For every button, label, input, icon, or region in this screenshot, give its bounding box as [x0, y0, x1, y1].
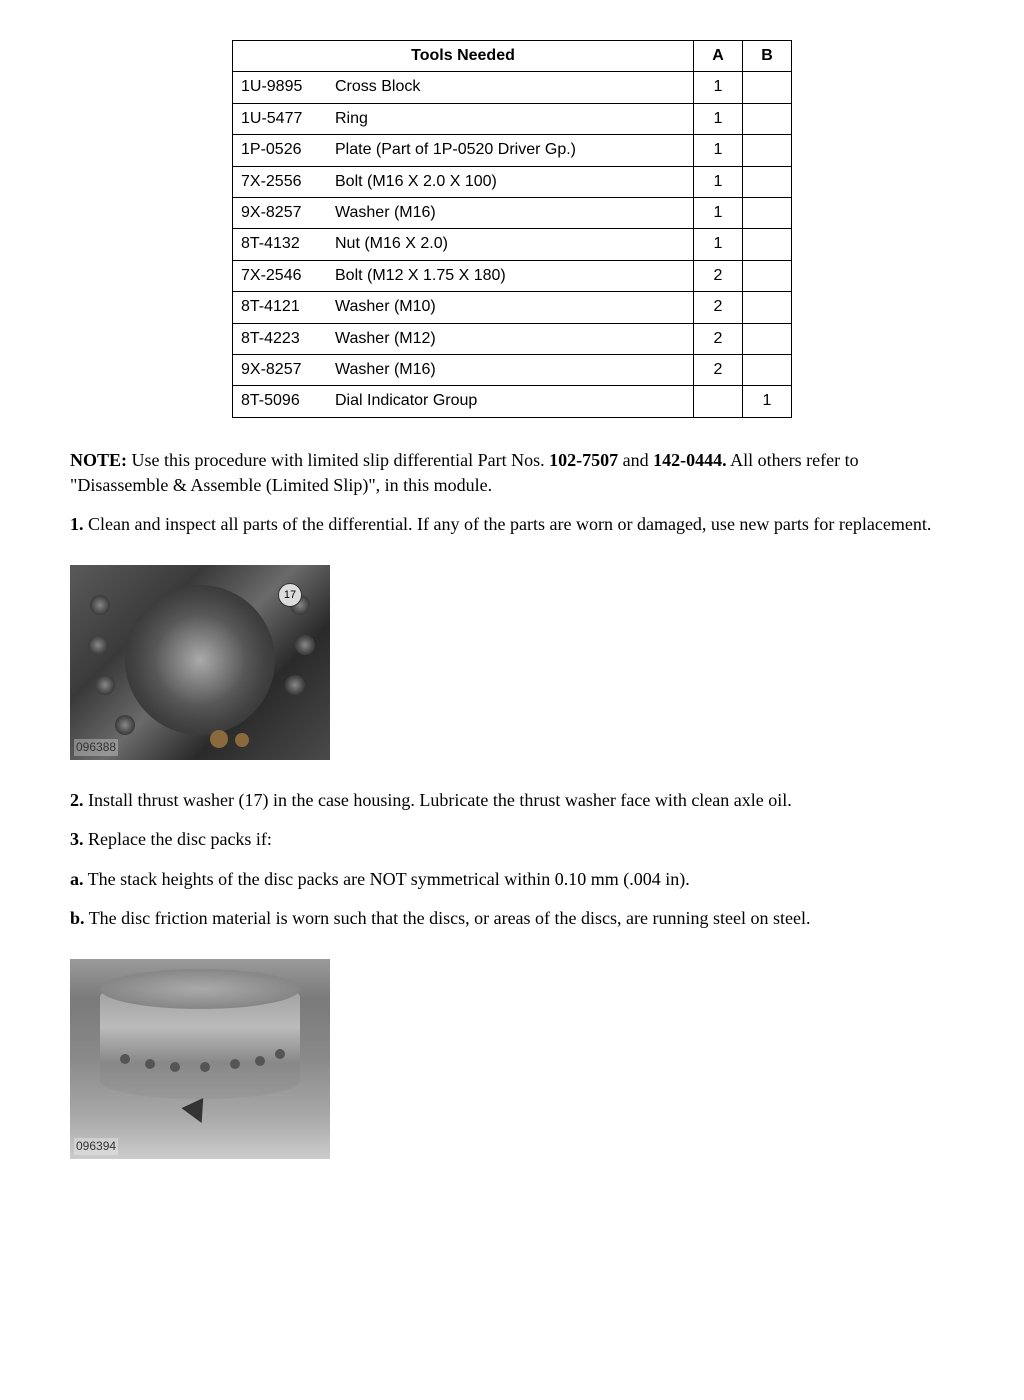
- qty-a: [694, 386, 743, 417]
- part-desc: Washer (M12): [327, 323, 694, 354]
- step-1: 1. Clean and inspect all parts of the di…: [70, 512, 954, 537]
- table-row: 8T-5096Dial Indicator Group 1: [233, 386, 792, 417]
- table-header-main: Tools Needed: [233, 41, 694, 72]
- step-text: Install thrust washer (17) in the case h…: [84, 790, 792, 810]
- qty-b: [743, 72, 792, 103]
- step-3b: b. The disc friction material is worn su…: [70, 906, 954, 931]
- part-desc: Dial Indicator Group: [327, 386, 694, 417]
- qty-a: 1: [694, 197, 743, 228]
- qty-a: 2: [694, 260, 743, 291]
- qty-b: [743, 323, 792, 354]
- part-no: 8T-4132: [233, 229, 328, 260]
- qty-a: 1: [694, 229, 743, 260]
- note-paragraph: NOTE: Use this procedure with limited sl…: [70, 448, 954, 498]
- qty-a: 2: [694, 354, 743, 385]
- step-text: Replace the disc packs if:: [84, 829, 272, 849]
- figure-2-image: 096394: [70, 959, 330, 1159]
- part-desc: Washer (M10): [327, 292, 694, 323]
- table-header-b: B: [743, 41, 792, 72]
- qty-b: [743, 103, 792, 134]
- table-row: 9X-8257Washer (M16)1: [233, 197, 792, 228]
- note-bold-2: 142-0444.: [653, 450, 727, 470]
- part-no: 1P-0526: [233, 135, 328, 166]
- qty-b: [743, 292, 792, 323]
- part-desc: Bolt (M16 X 2.0 X 100): [327, 166, 694, 197]
- part-no: 8T-4121: [233, 292, 328, 323]
- figure-2: 096394: [70, 959, 330, 1159]
- step-num: 1.: [70, 514, 84, 534]
- qty-a: 1: [694, 166, 743, 197]
- table-row: 7X-2556Bolt (M16 X 2.0 X 100)1: [233, 166, 792, 197]
- figure-1: 17 096388: [70, 565, 330, 760]
- figure-2-label: 096394: [74, 1138, 118, 1155]
- qty-b: [743, 197, 792, 228]
- part-no: 8T-5096: [233, 386, 328, 417]
- table-row: 1U-5477Ring1: [233, 103, 792, 134]
- step-2: 2. Install thrust washer (17) in the cas…: [70, 788, 954, 813]
- qty-b: [743, 354, 792, 385]
- part-no: 8T-4223: [233, 323, 328, 354]
- part-desc: Washer (M16): [327, 197, 694, 228]
- step-text: The stack heights of the disc packs are …: [84, 869, 690, 889]
- note-text-2: and: [618, 450, 653, 470]
- step-num: 3.: [70, 829, 84, 849]
- table-row: 8T-4121Washer (M10)2: [233, 292, 792, 323]
- part-no: 9X-8257: [233, 197, 328, 228]
- qty-b: [743, 229, 792, 260]
- step-num: 2.: [70, 790, 84, 810]
- part-no: 7X-2556: [233, 166, 328, 197]
- qty-a: 1: [694, 72, 743, 103]
- qty-b: [743, 260, 792, 291]
- part-desc: Washer (M16): [327, 354, 694, 385]
- part-no: 1U-9895: [233, 72, 328, 103]
- arrow-indicator-icon: [181, 1098, 212, 1128]
- part-no: 9X-8257: [233, 354, 328, 385]
- figure-1-image: 17 096388: [70, 565, 330, 760]
- part-desc: Bolt (M12 X 1.75 X 180): [327, 260, 694, 291]
- step-3a: a. The stack heights of the disc packs a…: [70, 867, 954, 892]
- step-3: 3. Replace the disc packs if:: [70, 827, 954, 852]
- table-body: 1U-9895Cross Block1 1U-5477Ring1 1P-0526…: [233, 72, 792, 417]
- part-no: 7X-2546: [233, 260, 328, 291]
- table-row: 8T-4132Nut (M16 X 2.0)1: [233, 229, 792, 260]
- part-desc: Nut (M16 X 2.0): [327, 229, 694, 260]
- figure-1-label: 096388: [74, 739, 118, 756]
- part-desc: Cross Block: [327, 72, 694, 103]
- table-row: 1U-9895Cross Block1: [233, 72, 792, 103]
- step-num: a.: [70, 869, 84, 889]
- note-label: NOTE:: [70, 450, 127, 470]
- table-row: 8T-4223Washer (M12)2: [233, 323, 792, 354]
- part-desc: Ring: [327, 103, 694, 134]
- part-no: 1U-5477: [233, 103, 328, 134]
- step-num: b.: [70, 908, 85, 928]
- qty-b: [743, 135, 792, 166]
- table-header-a: A: [694, 41, 743, 72]
- qty-b: 1: [743, 386, 792, 417]
- tools-needed-table: Tools Needed A B 1U-9895Cross Block1 1U-…: [232, 40, 792, 418]
- step-text: The disc friction material is worn such …: [85, 908, 811, 928]
- qty-a: 2: [694, 323, 743, 354]
- qty-a: 1: [694, 135, 743, 166]
- table-row: 1P-0526Plate (Part of 1P-0520 Driver Gp.…: [233, 135, 792, 166]
- table-row: 9X-8257Washer (M16)2: [233, 354, 792, 385]
- qty-a: 1: [694, 103, 743, 134]
- table-row: 7X-2546Bolt (M12 X 1.75 X 180)2: [233, 260, 792, 291]
- qty-a: 2: [694, 292, 743, 323]
- note-text-1: Use this procedure with limited slip dif…: [127, 450, 549, 470]
- note-bold-1: 102-7507: [549, 450, 618, 470]
- qty-b: [743, 166, 792, 197]
- part-desc: Plate (Part of 1P-0520 Driver Gp.): [327, 135, 694, 166]
- step-text: Clean and inspect all parts of the diffe…: [84, 514, 932, 534]
